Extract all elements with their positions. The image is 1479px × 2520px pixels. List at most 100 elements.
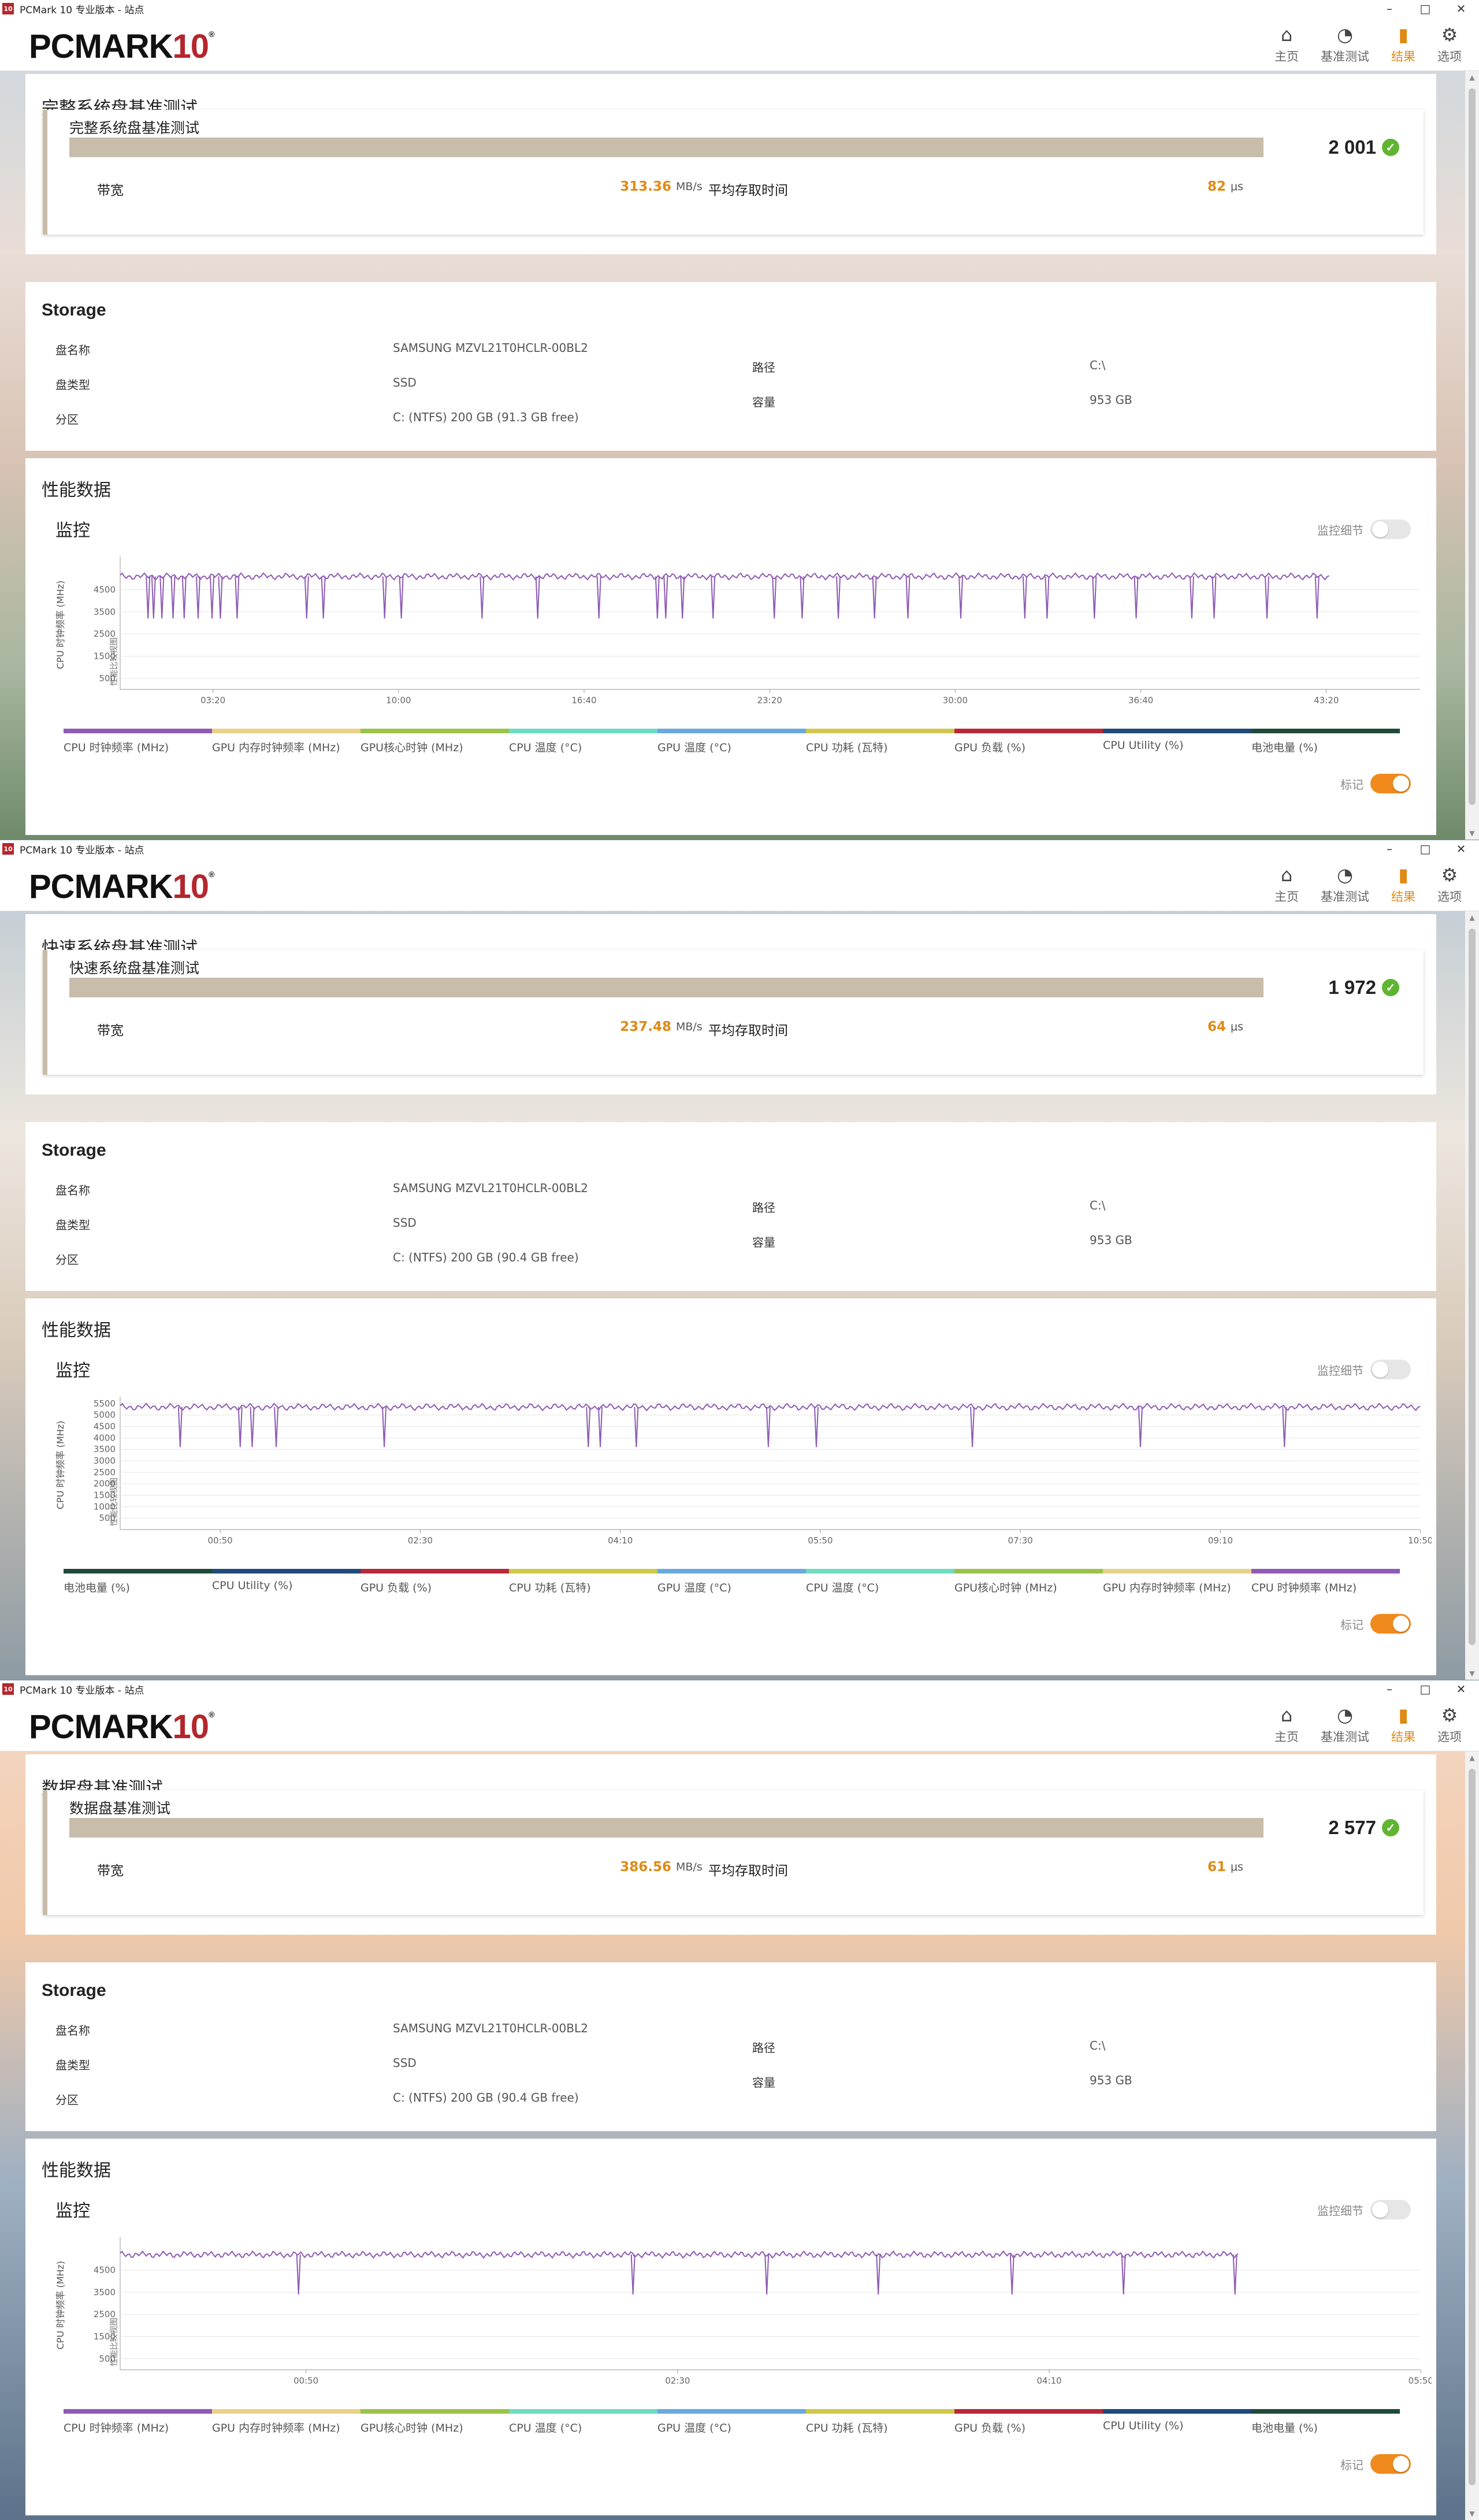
toggle-switch[interactable] — [1370, 1360, 1411, 1379]
legend-item[interactable]: CPU 时钟频率 (MHz) — [1251, 1569, 1400, 1595]
disk-name-label: 盘名称 — [55, 2024, 90, 2037]
legend-item[interactable]: 电池电量 (%) — [1251, 2409, 1400, 2435]
legend-item[interactable]: GPU 内存时钟频率 (MHz) — [212, 729, 361, 755]
series-dip — [181, 576, 187, 619]
legend-item[interactable]: GPU核心时钟 (MHz) — [361, 2409, 509, 2435]
app-header: PCMARK10® ⌂ 主页 ◔ 基准测试 ▮ 结果 ⚙ 选项 — [0, 17, 1479, 71]
nav-gauge[interactable]: ◔ 基准测试 — [1321, 22, 1369, 65]
legend-item[interactable]: CPU Utility (%) — [1103, 2409, 1251, 2435]
window-title: PCMark 10 专业版本 - 站点 — [20, 1684, 144, 1697]
scroll-up-icon[interactable]: ▲ — [1469, 1754, 1475, 1762]
y-tick-label: 1000 — [94, 1501, 116, 1512]
nav-gear[interactable]: ⚙ 选项 — [1437, 22, 1462, 65]
legend-item[interactable]: CPU Utility (%) — [1103, 729, 1251, 755]
home-icon: ⌂ — [1280, 1704, 1293, 1726]
minimize-button[interactable]: – — [1387, 1682, 1392, 1696]
scrollbar[interactable]: ▲ ▼ — [1465, 1751, 1479, 2520]
scrollbar[interactable]: ▲ ▼ — [1465, 71, 1479, 840]
legend-item[interactable]: CPU 功耗 (瓦特) — [806, 729, 954, 755]
scrollbar-thumb[interactable] — [1469, 88, 1476, 805]
test-card[interactable]: 快速系统盘基准测试 1 972 ✓ 带宽 237.48 MB/s 平均存取时间 6… — [43, 950, 1424, 1075]
series-dip — [382, 1406, 387, 1448]
test-card[interactable]: 完整系统盘基准测试 2 001 ✓ 带宽 313.36 MB/s 平均存取时间 8… — [43, 110, 1424, 235]
legend-item[interactable]: GPU 内存时钟频率 (MHz) — [212, 2409, 361, 2435]
y-tick-label: 3500 — [94, 1444, 116, 1454]
maximize-button[interactable]: □ — [1419, 2, 1431, 16]
nav-home[interactable]: ⌂ 主页 — [1274, 862, 1299, 905]
legend-item[interactable]: GPU 温度 (°C) — [657, 729, 806, 755]
legend-label: GPU 内存时钟频率 (MHz) — [212, 741, 340, 754]
legend-item[interactable]: CPU 时钟频率 (MHz) — [64, 2409, 212, 2435]
marker-toggle[interactable]: 标记 — [1340, 2454, 1411, 2474]
nav-bar-chart[interactable]: ▮ 结果 — [1391, 862, 1415, 905]
maximize-button[interactable]: □ — [1419, 1682, 1431, 1696]
legend-item[interactable]: CPU 温度 (°C) — [509, 2409, 657, 2435]
nav-home[interactable]: ⌂ 主页 — [1274, 1702, 1299, 1745]
legend-item[interactable]: GPU 负载 (%) — [954, 2409, 1103, 2435]
series-dip — [151, 576, 156, 619]
nav-home[interactable]: ⌂ 主页 — [1274, 22, 1299, 65]
close-button[interactable]: ✕ — [1456, 1682, 1466, 1696]
close-button[interactable]: ✕ — [1456, 842, 1466, 856]
legend-item[interactable]: CPU 温度 (°C) — [806, 1569, 954, 1595]
bandwidth-unit: MB/s — [676, 1020, 703, 1033]
legend-item[interactable]: GPU 负载 (%) — [361, 1569, 509, 1595]
monitor-detail-toggle[interactable]: 监控细节 — [1317, 1360, 1411, 1379]
legend-item[interactable]: GPU核心时钟 (MHz) — [954, 1569, 1103, 1595]
nav-gauge[interactable]: ◔ 基准测试 — [1321, 1702, 1369, 1745]
legend-item[interactable]: CPU 时钟频率 (MHz) — [64, 729, 212, 755]
bandwidth-value: 313.36 — [620, 179, 671, 194]
minimize-button[interactable]: – — [1387, 2, 1392, 16]
toggle-switch[interactable] — [1370, 2454, 1411, 2474]
legend-item[interactable]: 电池电量 (%) — [1251, 729, 1400, 755]
scroll-down-icon[interactable]: ▼ — [1469, 1669, 1475, 1677]
scroll-down-icon[interactable]: ▼ — [1469, 2510, 1475, 2518]
series-dip — [634, 1406, 639, 1448]
legend-item[interactable]: CPU 温度 (°C) — [509, 729, 657, 755]
legend-item[interactable]: GPU 温度 (°C) — [657, 2409, 806, 2435]
marker-toggle[interactable]: 标记 — [1340, 1614, 1411, 1634]
maximize-button[interactable]: □ — [1419, 842, 1431, 856]
toggle-switch[interactable] — [1370, 519, 1411, 539]
legend-item[interactable]: GPU 负载 (%) — [954, 729, 1103, 755]
disk-type-label: 盘类型 — [55, 2058, 90, 2072]
monitor-detail-toggle[interactable]: 监控细节 — [1317, 519, 1411, 539]
path-label: 路径 — [752, 361, 775, 374]
legend-item[interactable]: CPU 功耗 (瓦特) — [806, 2409, 954, 2435]
nav-gear[interactable]: ⚙ 选项 — [1437, 862, 1462, 905]
toggle-switch[interactable] — [1370, 774, 1411, 793]
close-button[interactable]: ✕ — [1456, 2, 1466, 16]
path-label: 路径 — [752, 2041, 775, 2055]
nav-bar-chart[interactable]: ▮ 结果 — [1391, 1702, 1415, 1745]
legend-item[interactable]: CPU 功耗 (瓦特) — [509, 1569, 657, 1595]
legend-item[interactable]: GPU 温度 (°C) — [657, 1569, 806, 1595]
scrollbar-thumb[interactable] — [1469, 929, 1476, 1645]
minimize-button[interactable]: – — [1387, 842, 1392, 856]
scrollbar[interactable]: ▲ ▼ — [1465, 911, 1479, 1680]
monitor-detail-toggle[interactable]: 监控细节 — [1317, 2200, 1411, 2220]
toggle-switch[interactable] — [1370, 2200, 1411, 2220]
nav-gear[interactable]: ⚙ 选项 — [1437, 1702, 1462, 1745]
toggle-switch[interactable] — [1370, 1614, 1411, 1634]
app-header: PCMARK10® ⌂ 主页 ◔ 基准测试 ▮ 结果 ⚙ 选项 — [0, 1698, 1479, 1751]
legend-item[interactable]: CPU Utility (%) — [212, 1569, 361, 1595]
test-card[interactable]: 数据盘基准测试 2 577 ✓ 带宽 386.56 MB/s 平均存取时间 61 … — [43, 1790, 1424, 1915]
legend-item[interactable]: GPU 内存时钟频率 (MHz) — [1103, 1569, 1251, 1595]
cpu-clock-chart[interactable]: CPU 时钟频率 (MHz) 性能比较视图50010001500200025003… — [51, 1385, 1432, 1558]
perf-title: 性能数据 — [42, 480, 111, 500]
series-dip — [764, 2254, 770, 2295]
scrollbar-thumb[interactable] — [1469, 1769, 1476, 2485]
scroll-down-icon[interactable]: ▼ — [1469, 829, 1475, 837]
y-tick-label: 2500 — [94, 1467, 116, 1478]
legend-item[interactable]: 电池电量 (%) — [64, 1569, 212, 1595]
legend-label: CPU 温度 (°C) — [806, 1582, 879, 1594]
nav-gauge[interactable]: ◔ 基准测试 — [1321, 862, 1369, 905]
legend-item[interactable]: GPU核心时钟 (MHz) — [361, 729, 509, 755]
scroll-up-icon[interactable]: ▲ — [1469, 914, 1475, 922]
nav-bar-chart[interactable]: ▮ 结果 — [1391, 22, 1415, 65]
scroll-up-icon[interactable]: ▲ — [1469, 73, 1475, 81]
marker-toggle[interactable]: 标记 — [1340, 774, 1411, 793]
score: 2 577 ✓ — [1328, 1817, 1399, 1839]
